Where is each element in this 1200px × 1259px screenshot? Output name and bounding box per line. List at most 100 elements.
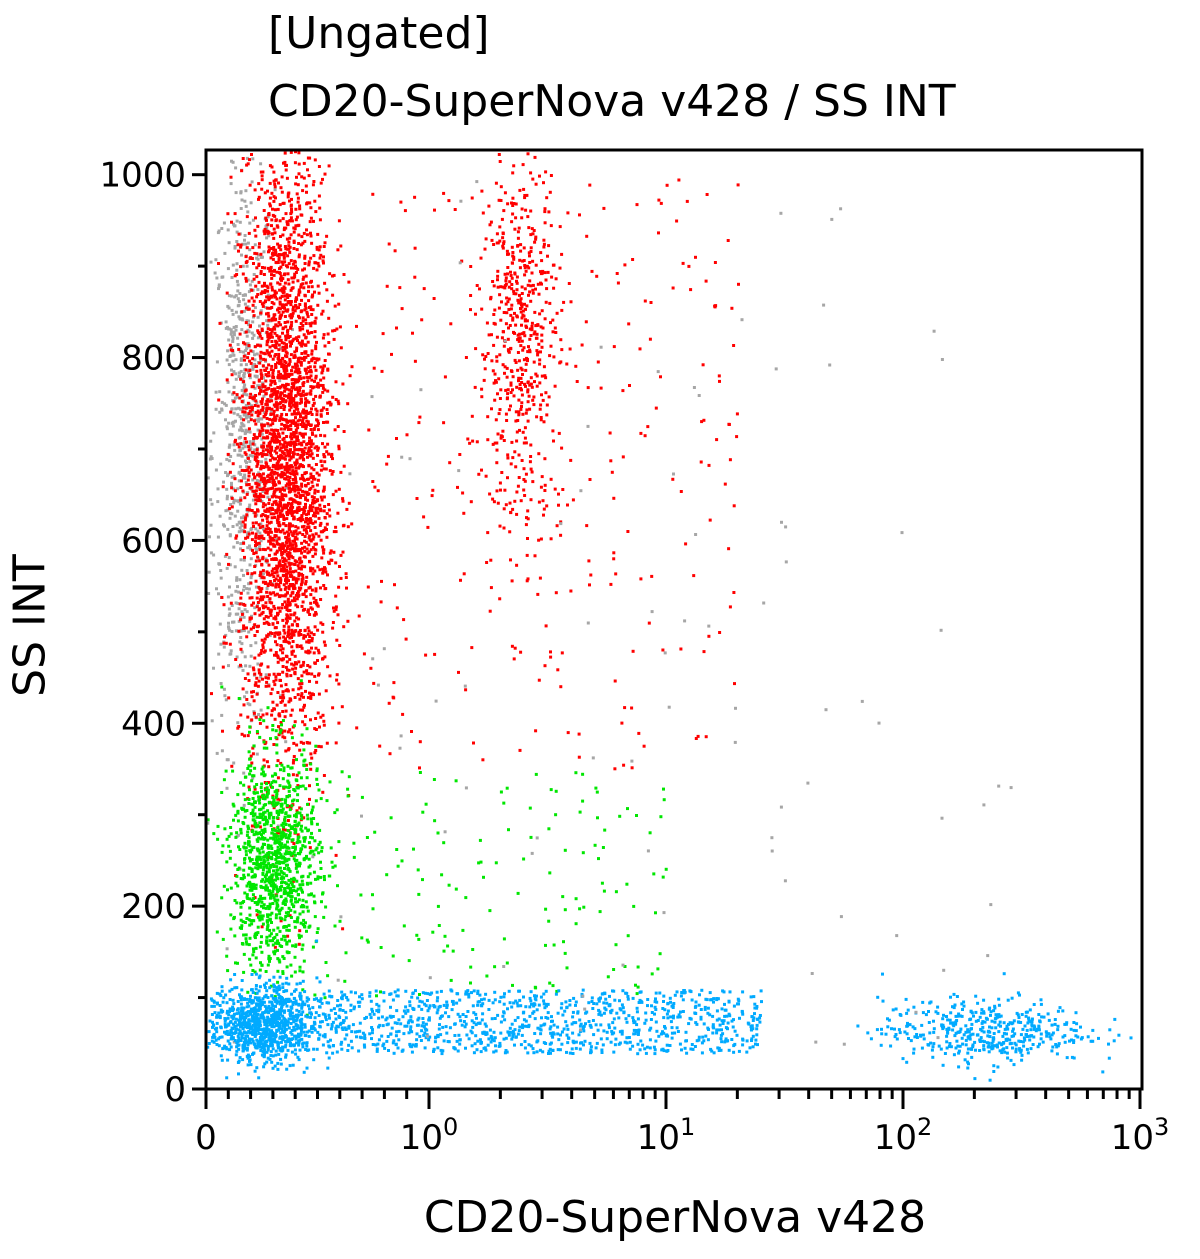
data-point (232, 333, 236, 337)
data-point (321, 386, 325, 390)
data-point (281, 277, 285, 281)
data-point (278, 564, 282, 568)
data-point (274, 467, 278, 470)
data-point (285, 435, 289, 438)
data-point (269, 824, 273, 827)
data-point (295, 175, 298, 179)
data-point (241, 272, 245, 276)
data-point (239, 207, 243, 210)
data-point (275, 570, 279, 574)
data-point (501, 231, 505, 235)
data-point (543, 221, 547, 225)
data-point (281, 546, 285, 550)
data-point (313, 330, 317, 334)
data-point (521, 412, 525, 416)
data-point (290, 266, 293, 270)
data-point (254, 542, 258, 546)
data-point (233, 514, 237, 518)
data-point (248, 256, 252, 260)
data-point (294, 366, 298, 370)
data-point (277, 583, 281, 587)
data-point (261, 604, 265, 608)
data-point (278, 359, 281, 363)
data-point (232, 487, 236, 491)
data-point (242, 588, 245, 592)
data-point (330, 558, 334, 562)
data-point (242, 771, 246, 775)
data-point (244, 306, 248, 310)
data-point (241, 443, 245, 447)
data-point (575, 380, 579, 383)
data-point (262, 410, 266, 414)
data-point (267, 234, 271, 238)
data-point (301, 720, 305, 724)
data-point (262, 758, 266, 762)
data-point (494, 379, 497, 383)
data-point (225, 425, 229, 429)
data-point (303, 565, 307, 569)
data-point (326, 368, 330, 372)
data-point (311, 537, 315, 541)
data-point (492, 243, 496, 246)
data-point (299, 477, 303, 481)
data-point (291, 478, 295, 481)
data-point (297, 509, 301, 512)
data-point (288, 398, 292, 402)
data-point (314, 728, 318, 731)
data-point (228, 612, 232, 616)
data-point (215, 276, 219, 280)
data-point (218, 622, 222, 626)
data-point (299, 814, 303, 818)
data-point (262, 495, 266, 499)
data-point (256, 462, 260, 466)
data-point (505, 311, 509, 315)
data-point (240, 468, 244, 472)
data-point (281, 331, 284, 335)
data-point (275, 440, 279, 444)
data-point (259, 715, 263, 719)
data-point (305, 854, 308, 858)
data-point (314, 744, 318, 748)
data-point (247, 307, 251, 311)
data-point (259, 359, 263, 363)
data-point (262, 357, 266, 361)
data-point (528, 290, 532, 294)
data-point (299, 415, 302, 418)
data-point (317, 534, 321, 538)
data-point (292, 397, 296, 401)
data-point (296, 389, 300, 393)
data-point (287, 300, 291, 303)
data-point (272, 195, 276, 199)
data-point (539, 418, 543, 422)
data-point (235, 262, 239, 266)
data-point (259, 865, 263, 869)
data-point (297, 341, 301, 345)
data-point (274, 617, 278, 621)
data-point (279, 446, 283, 450)
data-point (291, 311, 295, 315)
data-point (249, 392, 253, 396)
data-point (267, 632, 271, 636)
data-point (288, 408, 292, 412)
data-point (319, 509, 323, 513)
data-point (642, 744, 646, 748)
data-point (522, 246, 526, 250)
data-point (293, 405, 297, 409)
data-point (524, 472, 528, 476)
data-point (258, 945, 262, 949)
data-point (230, 368, 233, 372)
data-point (509, 369, 513, 373)
data-point (287, 668, 291, 672)
data-point (284, 334, 288, 338)
data-point (270, 364, 274, 368)
data-point (484, 355, 488, 358)
data-point (282, 397, 285, 401)
data-point (282, 228, 286, 232)
data-point (257, 182, 261, 186)
data-point (255, 455, 259, 459)
data-point (273, 571, 277, 575)
data-point (267, 502, 271, 505)
data-point (316, 261, 320, 265)
data-point (288, 834, 292, 838)
data-point (292, 663, 296, 667)
